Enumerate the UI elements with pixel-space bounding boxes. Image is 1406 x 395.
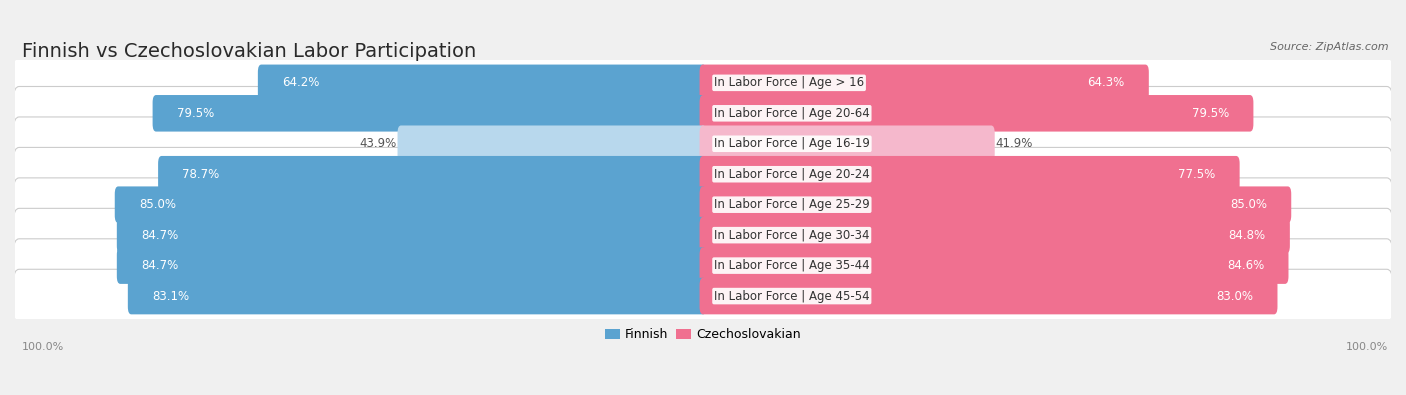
- FancyBboxPatch shape: [115, 186, 706, 223]
- Text: 84.7%: 84.7%: [141, 259, 179, 272]
- FancyBboxPatch shape: [398, 126, 706, 162]
- FancyBboxPatch shape: [700, 126, 994, 162]
- Text: 84.7%: 84.7%: [141, 229, 179, 242]
- FancyBboxPatch shape: [157, 156, 706, 192]
- FancyBboxPatch shape: [14, 56, 1392, 110]
- Text: 85.0%: 85.0%: [139, 198, 176, 211]
- FancyBboxPatch shape: [128, 278, 706, 314]
- Text: 79.5%: 79.5%: [1192, 107, 1229, 120]
- FancyBboxPatch shape: [14, 208, 1392, 262]
- FancyBboxPatch shape: [700, 217, 1289, 254]
- FancyBboxPatch shape: [14, 269, 1392, 323]
- Text: 77.5%: 77.5%: [1178, 168, 1216, 181]
- Legend: Finnish, Czechoslovakian: Finnish, Czechoslovakian: [600, 324, 806, 346]
- Text: 78.7%: 78.7%: [183, 168, 219, 181]
- Text: 100.0%: 100.0%: [22, 342, 65, 352]
- Text: 41.9%: 41.9%: [995, 137, 1033, 150]
- FancyBboxPatch shape: [14, 178, 1392, 231]
- Text: In Labor Force | Age 35-44: In Labor Force | Age 35-44: [714, 259, 870, 272]
- FancyBboxPatch shape: [14, 147, 1392, 201]
- Text: In Labor Force | Age 30-34: In Labor Force | Age 30-34: [714, 229, 869, 242]
- FancyBboxPatch shape: [14, 239, 1392, 292]
- Text: 85.0%: 85.0%: [1230, 198, 1267, 211]
- FancyBboxPatch shape: [117, 247, 706, 284]
- Text: 84.6%: 84.6%: [1227, 259, 1264, 272]
- Text: 83.1%: 83.1%: [152, 290, 188, 303]
- FancyBboxPatch shape: [700, 95, 1253, 132]
- FancyBboxPatch shape: [700, 247, 1288, 284]
- FancyBboxPatch shape: [257, 64, 706, 101]
- FancyBboxPatch shape: [700, 186, 1291, 223]
- FancyBboxPatch shape: [700, 278, 1278, 314]
- FancyBboxPatch shape: [700, 64, 1149, 101]
- Text: 84.8%: 84.8%: [1229, 229, 1265, 242]
- FancyBboxPatch shape: [700, 156, 1240, 192]
- Text: Finnish vs Czechoslovakian Labor Participation: Finnish vs Czechoslovakian Labor Partici…: [22, 42, 477, 61]
- Text: 83.0%: 83.0%: [1216, 290, 1253, 303]
- Text: 43.9%: 43.9%: [360, 137, 396, 150]
- FancyBboxPatch shape: [14, 117, 1392, 171]
- Text: In Labor Force | Age > 16: In Labor Force | Age > 16: [714, 76, 865, 89]
- Text: In Labor Force | Age 45-54: In Labor Force | Age 45-54: [714, 290, 870, 303]
- FancyBboxPatch shape: [117, 217, 706, 254]
- Text: In Labor Force | Age 20-24: In Labor Force | Age 20-24: [714, 168, 870, 181]
- Text: 100.0%: 100.0%: [1346, 342, 1388, 352]
- Text: In Labor Force | Age 20-64: In Labor Force | Age 20-64: [714, 107, 870, 120]
- Text: In Labor Force | Age 25-29: In Labor Force | Age 25-29: [714, 198, 870, 211]
- Text: In Labor Force | Age 16-19: In Labor Force | Age 16-19: [714, 137, 870, 150]
- FancyBboxPatch shape: [153, 95, 706, 132]
- Text: 64.3%: 64.3%: [1087, 76, 1125, 89]
- FancyBboxPatch shape: [14, 87, 1392, 140]
- Text: 79.5%: 79.5%: [177, 107, 214, 120]
- Text: Source: ZipAtlas.com: Source: ZipAtlas.com: [1270, 42, 1388, 52]
- Text: 64.2%: 64.2%: [283, 76, 319, 89]
